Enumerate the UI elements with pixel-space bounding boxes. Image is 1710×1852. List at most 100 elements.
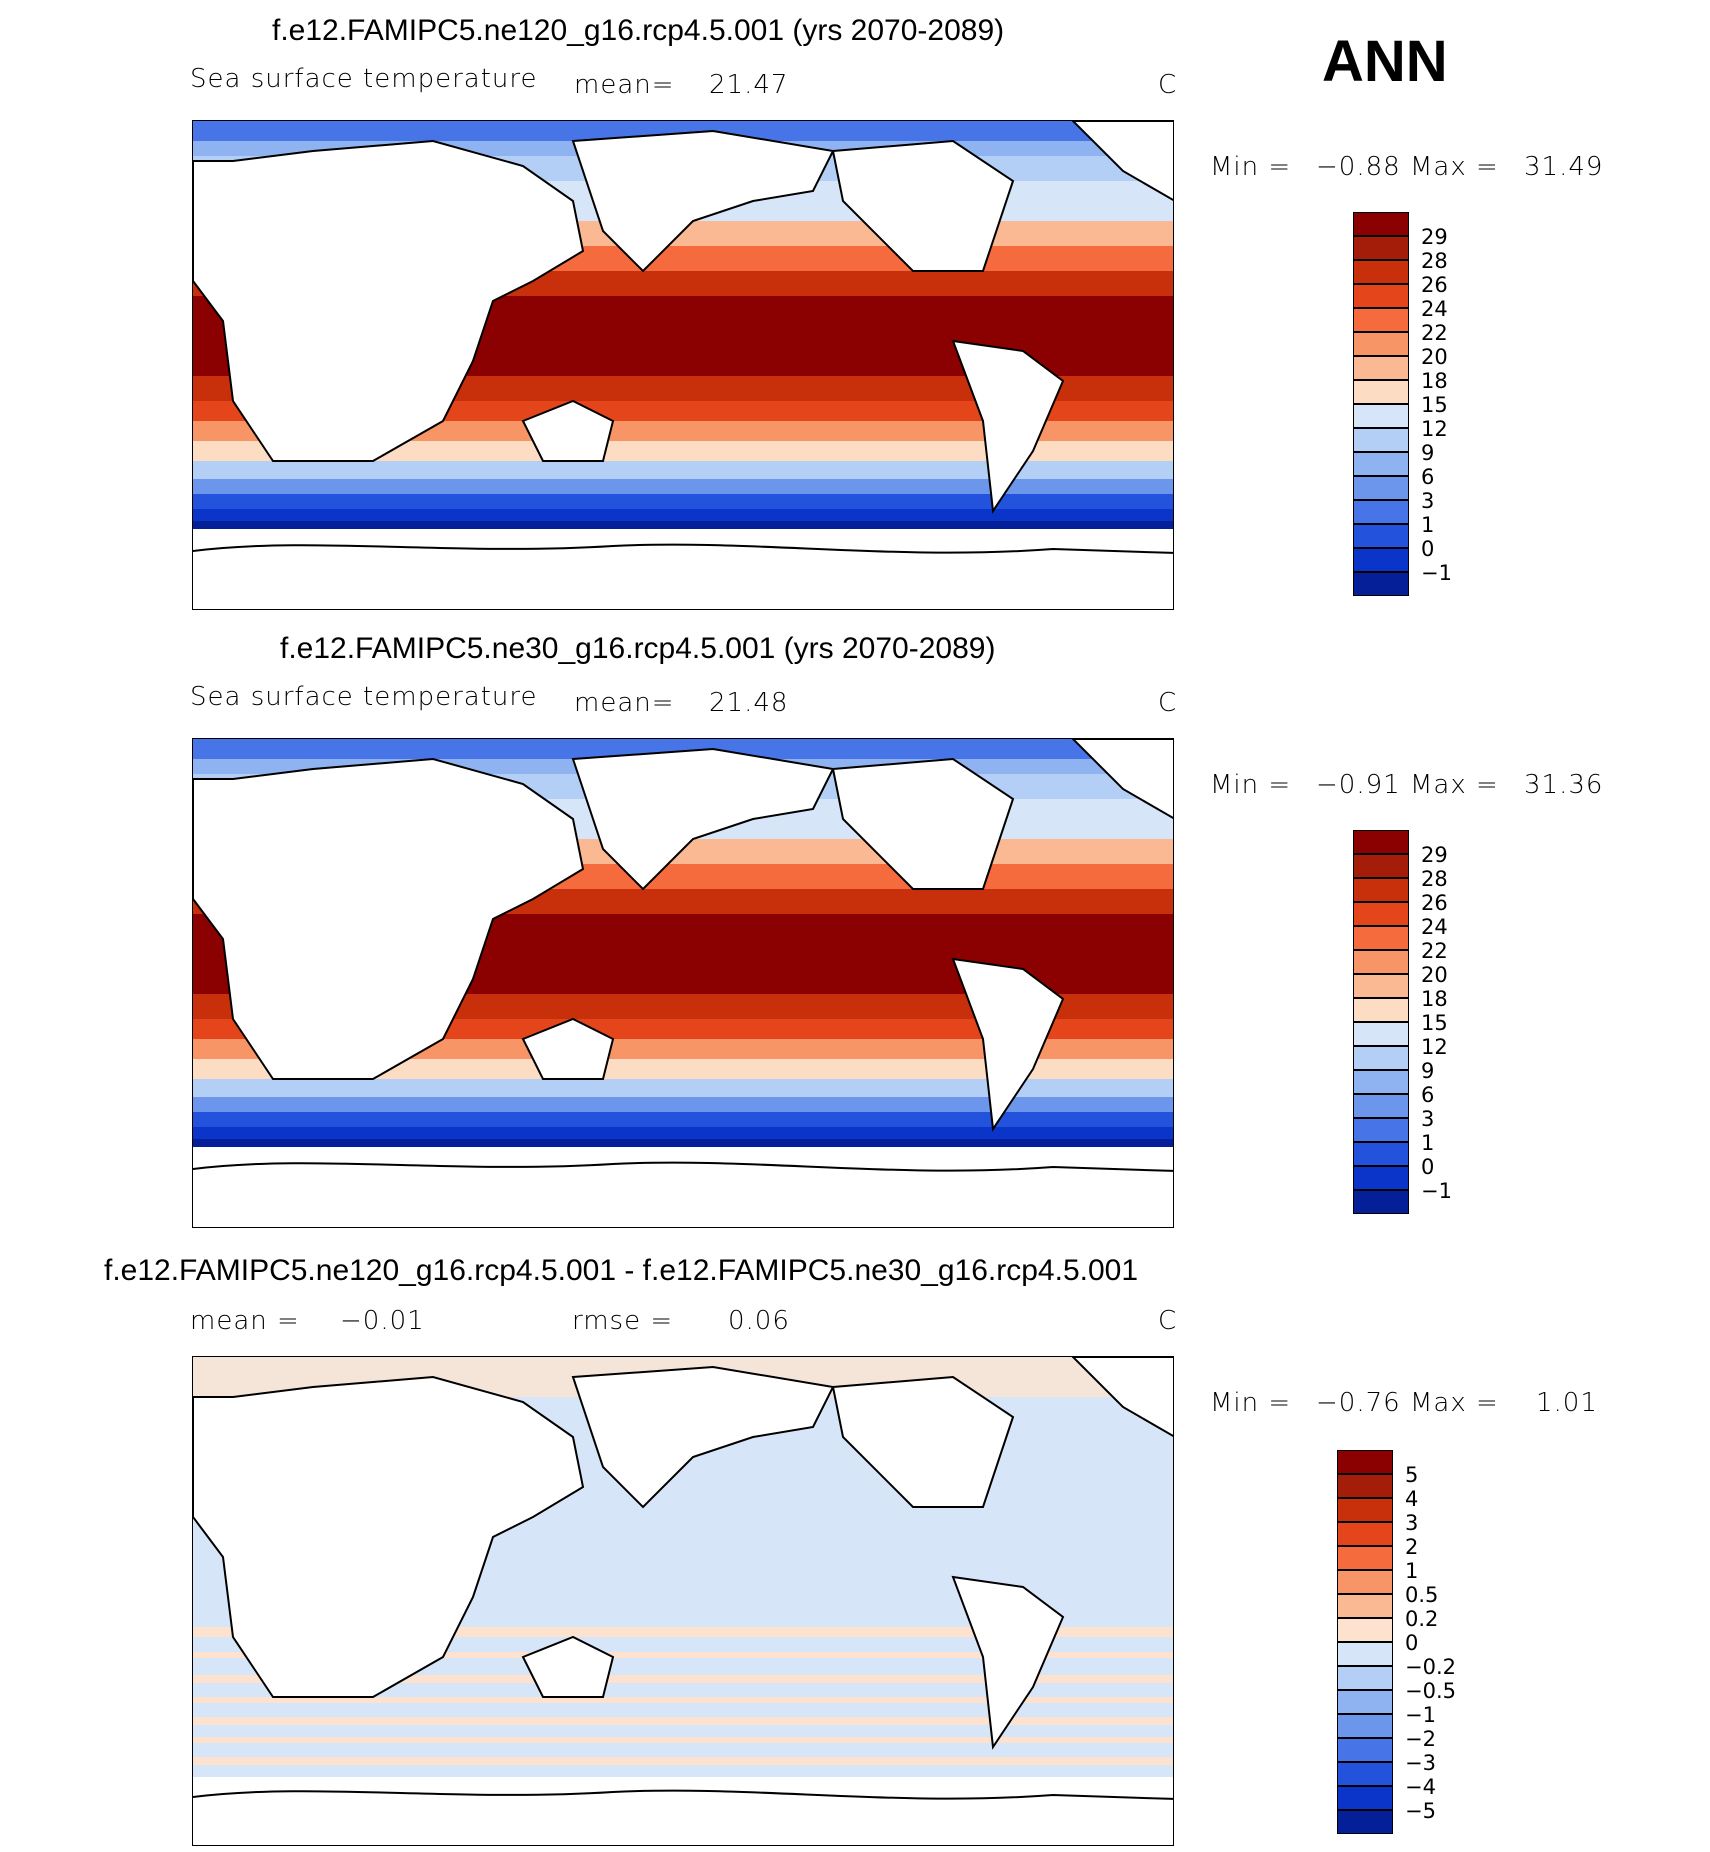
panel1-units: C <box>1158 70 1178 100</box>
panel3-colorbar-swatch <box>1337 1810 1393 1834</box>
panel3-colorbar-swatch <box>1337 1594 1393 1618</box>
panel3-colorbar-swatch <box>1337 1618 1393 1642</box>
panel3-colorbar-swatch <box>1337 1474 1393 1498</box>
panel1-colorbar-swatch <box>1353 356 1409 380</box>
panel1-colorbar-label: 15 <box>1421 393 1448 417</box>
panel1-map <box>192 120 1174 610</box>
panel1-variable: Sea surface temperature <box>190 64 538 94</box>
panel2-map <box>192 738 1174 1228</box>
panel2-max-value: 31.36 <box>1524 770 1604 800</box>
panel3-colorbar-label: 3 <box>1405 1511 1419 1535</box>
panel1-max-label: Max = <box>1410 152 1499 182</box>
panel3-colorbar-swatch <box>1337 1450 1393 1474</box>
panel2-colorbar-swatch <box>1353 1046 1409 1070</box>
panel1-colorbar-label: 1 <box>1421 513 1435 537</box>
panel3-colorbar-label: −3 <box>1405 1751 1436 1775</box>
panel3-colorbar-swatch <box>1337 1642 1393 1666</box>
panel3-colorbar-swatch <box>1337 1762 1393 1786</box>
panel3-colorbar-swatch <box>1337 1570 1393 1594</box>
panel3-mean-value: −0.01 <box>340 1306 425 1336</box>
panel3-colorbar-label: 1 <box>1405 1559 1419 1583</box>
panel3-colorbar-label: 0.2 <box>1405 1607 1439 1631</box>
panel2-colorbar-label: 26 <box>1421 891 1448 915</box>
panel3-colorbar-label: 5 <box>1405 1463 1419 1487</box>
panel2-colorbar-swatch <box>1353 950 1409 974</box>
panel1-sst-field <box>193 121 1173 609</box>
panel1-colorbar-label: 26 <box>1421 273 1448 297</box>
panel2-max-label: Max = <box>1410 770 1499 800</box>
panel1-colorbar-swatch <box>1353 500 1409 524</box>
panel1-min-label: Min = <box>1210 152 1292 182</box>
panel2-colorbar-label: 24 <box>1421 915 1448 939</box>
panel1-colorbar-swatch <box>1353 452 1409 476</box>
panel1-colorbar-label: 12 <box>1421 417 1448 441</box>
panel1-colorbar-swatch <box>1353 308 1409 332</box>
panel3-min-value: −0.76 <box>1316 1388 1401 1418</box>
panel2-colorbar-swatch <box>1353 1190 1409 1214</box>
panel1-colorbar-swatch <box>1353 548 1409 572</box>
panel2-colorbar-label: 0 <box>1421 1155 1435 1179</box>
panel3-colorbar-swatch <box>1337 1498 1393 1522</box>
panel1-colorbar-label: 0 <box>1421 537 1435 561</box>
panel1-colorbar-label: 29 <box>1421 225 1448 249</box>
panel1-colorbar-label: 3 <box>1421 489 1435 513</box>
panel2-colorbar-swatch <box>1353 1166 1409 1190</box>
panel3-difference-field <box>193 1357 1173 1845</box>
panel2-colorbar-swatch <box>1353 854 1409 878</box>
panel3-rmse-value: 0.06 <box>728 1306 790 1336</box>
panel2-colorbar-swatch <box>1353 926 1409 950</box>
panel2-colorbar-label: 29 <box>1421 843 1448 867</box>
panel3-colorbar-label: 0.5 <box>1405 1583 1439 1607</box>
panel1-colorbar-label: 20 <box>1421 345 1448 369</box>
panel3-colorbar-label: −4 <box>1405 1775 1436 1799</box>
panel2-colorbar-label: 20 <box>1421 963 1448 987</box>
panel3-rmse-label: rmse = <box>572 1306 674 1336</box>
panel3-colorbar-swatch <box>1337 1522 1393 1546</box>
panel3-map <box>192 1356 1174 1846</box>
panel3-max-value: 1.01 <box>1536 1388 1598 1418</box>
panel2-colorbar-label: −1 <box>1421 1179 1452 1203</box>
panel2-mean-label: mean= <box>574 688 675 718</box>
panel1-colorbar-swatch <box>1353 476 1409 500</box>
panel2-title: f.e12.FAMIPC5.ne30_g16.rcp4.5.001 (yrs 2… <box>280 632 996 665</box>
panel2-colorbar-swatch <box>1353 1094 1409 1118</box>
panel2-colorbar-swatch <box>1353 1022 1409 1046</box>
panel2-variable: Sea surface temperature <box>190 682 538 712</box>
panel3-colorbar-label: −2 <box>1405 1727 1436 1751</box>
panel3-colorbar-label: 4 <box>1405 1487 1419 1511</box>
panel1-colorbar-label: −1 <box>1421 561 1452 585</box>
panel2-colorbar-swatch <box>1353 902 1409 926</box>
panel3-units: C <box>1158 1306 1178 1336</box>
panel3-colorbar-swatch <box>1337 1666 1393 1690</box>
panel3-max-label: Max = <box>1410 1388 1499 1418</box>
panel2-colorbar-label: 15 <box>1421 1011 1448 1035</box>
panel2-colorbar-label: 22 <box>1421 939 1448 963</box>
panel2-colorbar-label: 12 <box>1421 1035 1448 1059</box>
panel2-colorbar-swatch <box>1353 830 1409 854</box>
panel1-title: f.e12.FAMIPC5.ne120_g16.rcp4.5.001 (yrs … <box>272 14 1005 47</box>
panel2-min-label: Min = <box>1210 770 1292 800</box>
panel2-colorbar-swatch <box>1353 1118 1409 1142</box>
panel2-colorbar-label: 3 <box>1421 1107 1435 1131</box>
panel2-colorbar-swatch <box>1353 974 1409 998</box>
panel3-colorbar-swatch <box>1337 1714 1393 1738</box>
panel3-colorbar-swatch <box>1337 1786 1393 1810</box>
panel2-sst-field <box>193 739 1173 1227</box>
panel3-colorbar-label: −5 <box>1405 1799 1436 1823</box>
panel3-min-label: Min = <box>1210 1388 1292 1418</box>
panel1-colorbar-label: 9 <box>1421 441 1435 465</box>
panel2-min-value: −0.91 <box>1316 770 1401 800</box>
panel1-colorbar-label: 28 <box>1421 249 1448 273</box>
panel3-mean-label: mean = <box>190 1306 300 1336</box>
panel1-colorbar-swatch <box>1353 380 1409 404</box>
panel1-colorbar-label: 22 <box>1421 321 1448 345</box>
panel1-colorbar-swatch <box>1353 524 1409 548</box>
panel1-mean-value: 21.47 <box>709 70 789 100</box>
panel2-colorbar-label: 9 <box>1421 1059 1435 1083</box>
panel1-mean-label: mean= <box>574 70 675 100</box>
panel1-colorbar-swatch <box>1353 284 1409 308</box>
panel2-colorbar-label: 6 <box>1421 1083 1435 1107</box>
panel3-colorbar-label: 2 <box>1405 1535 1419 1559</box>
panel1-colorbar-swatch <box>1353 404 1409 428</box>
panel1-colorbar-swatch <box>1353 236 1409 260</box>
